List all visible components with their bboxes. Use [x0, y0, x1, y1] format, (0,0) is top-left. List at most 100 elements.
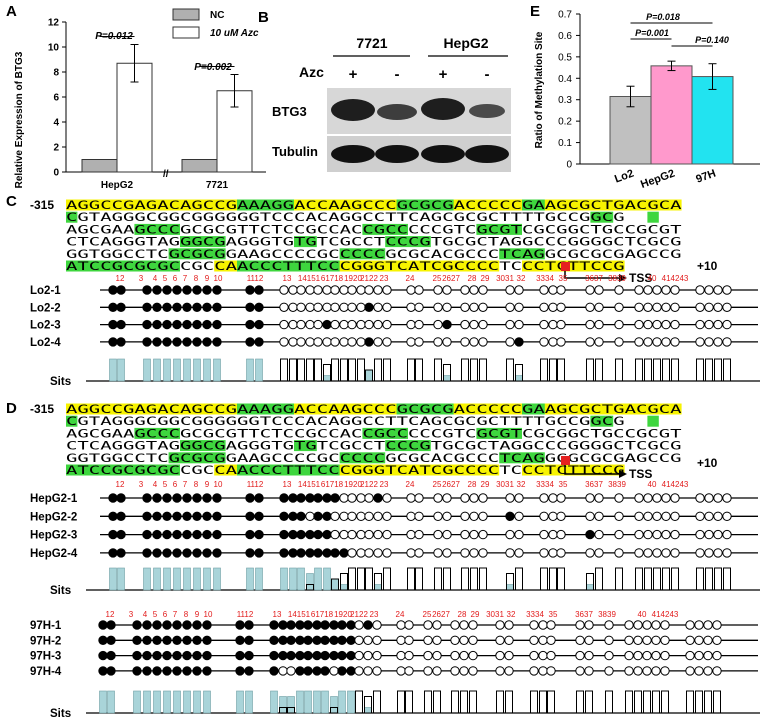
sites-bar-unmethylated	[635, 567, 643, 591]
sites-bar-methylated	[133, 690, 141, 714]
unmethylated-cpg	[372, 650, 382, 661]
blot-sign-4: -	[485, 66, 490, 83]
unmethylated-cpg	[450, 620, 460, 630]
unmethylated-cpg	[505, 285, 515, 295]
methylated-cpg	[296, 511, 306, 521]
unmethylated-cpg	[406, 548, 416, 558]
cpg-site-number: 23	[380, 274, 389, 283]
cpg-site-number: 28	[468, 274, 477, 283]
sequence-line: CTCAGGGTAGGGCGAGGGTGTGTCGCCTCCCGTGCGCTAG…	[66, 439, 682, 453]
unmethylated-cpg	[584, 666, 594, 676]
methylated-cpg	[235, 635, 245, 645]
unmethylated-cpg	[643, 319, 653, 330]
unmethylated-cpg	[694, 635, 704, 645]
unmethylated-cpg	[548, 511, 558, 521]
sites-bar-unmethylated	[705, 567, 713, 591]
panel-a-ylabel: Relative Expression of BTG3	[14, 51, 25, 188]
unmethylated-cpg	[364, 493, 374, 503]
unmethylated-cpg	[442, 302, 452, 312]
unmethylated-cpg	[585, 285, 595, 295]
unmethylated-cpg	[703, 635, 713, 645]
sites-bar-methylated	[443, 375, 451, 382]
unmethylated-cpg	[432, 650, 442, 661]
unmethylated-cpg	[442, 548, 452, 558]
unmethylated-cpg	[670, 319, 680, 330]
unmethylated-cpg	[404, 635, 414, 645]
seq-highlight-green	[237, 403, 294, 415]
methylated-cpg	[303, 650, 313, 661]
cpg-site-number: 5	[163, 480, 168, 489]
sites-bar-unmethylated	[547, 690, 555, 714]
cpg-site-number: 6	[163, 610, 168, 619]
unmethylated-cpg	[713, 302, 723, 312]
methylated-cpg	[235, 650, 245, 661]
unmethylated-cpg	[356, 337, 366, 347]
blot-band-tubulin-2	[375, 145, 419, 163]
methylated-cpg	[142, 493, 152, 503]
unmethylated-cpg	[339, 493, 349, 503]
sites-bar-methylated	[340, 584, 348, 591]
panel-e-x-tick-label: HepG2	[639, 168, 676, 191]
unmethylated-cpg	[722, 285, 732, 295]
methylated-cpg	[172, 548, 182, 558]
methylated-cpg	[373, 493, 383, 503]
sites-bar-unmethylated	[615, 567, 623, 591]
unmethylated-cpg	[469, 319, 479, 330]
panel-e-methylation-ratio-chart: Ratio of Methylation Site 0 0.1 0.2 0.3 0.4 0…	[534, 10, 760, 191]
methylated-cpg	[162, 620, 172, 630]
sites-bar-unmethylated	[661, 690, 669, 714]
unmethylated-cpg	[373, 319, 383, 330]
methylated-cpg	[346, 650, 356, 661]
cpg-site-number: 13	[283, 274, 292, 283]
sample-label: Lo2-4	[30, 337, 61, 349]
methylated-cpg	[182, 285, 192, 295]
unmethylated-cpg	[504, 650, 514, 661]
methylated-cpg	[337, 635, 347, 645]
cpg-site-number: 40	[648, 274, 657, 283]
sites-bar-unmethylated	[397, 690, 405, 714]
methylated-cpg	[116, 548, 126, 558]
cpg-site-number: 3637	[585, 480, 603, 489]
methylated-cpg	[254, 302, 264, 312]
blot-band-btg3-1	[331, 99, 375, 121]
sites-bar-unmethylated	[652, 690, 660, 714]
methylated-cpg	[192, 302, 202, 312]
methylated-cpg	[192, 529, 202, 540]
cpg-site-number: 3637	[575, 610, 593, 619]
sites-bar-unmethylated	[434, 567, 442, 591]
panel-e-pvalue-hepg2-97h: P=0.140	[695, 35, 729, 45]
methylated-cpg	[329, 650, 339, 661]
unmethylated-cpg	[495, 635, 505, 645]
cpg-site-number: 3	[139, 480, 144, 489]
unmethylated-cpg	[478, 529, 488, 540]
cpg-site-number: 1112	[247, 480, 264, 489]
unmethylated-cpg	[347, 548, 357, 558]
unmethylated-cpg	[661, 337, 671, 347]
unmethylated-cpg	[414, 529, 424, 540]
unmethylated-cpg	[406, 302, 416, 312]
unmethylated-cpg	[614, 548, 624, 558]
unmethylated-cpg	[713, 285, 723, 295]
cpg-site-number: 3031	[486, 610, 504, 619]
unmethylated-cpg	[433, 529, 443, 540]
panel-letter-e: E	[530, 3, 540, 20]
unmethylated-cpg	[339, 511, 349, 521]
unmethylated-cpg	[347, 511, 357, 521]
unmethylated-cpg	[329, 666, 339, 676]
unmethylated-cpg	[432, 620, 442, 630]
methylated-cpg	[132, 650, 142, 661]
methylated-cpg	[202, 319, 212, 330]
methylated-cpg	[235, 620, 245, 630]
sites-bar-unmethylated	[576, 690, 584, 714]
sites-bar-methylated	[193, 567, 201, 591]
sites-bar-unmethylated	[586, 358, 594, 382]
unmethylated-cpg	[713, 319, 723, 330]
cpg-site-number: 9	[205, 274, 210, 283]
sites-bar-unmethylated	[415, 567, 423, 591]
methylated-cpg	[116, 302, 126, 312]
bar-a-nc	[181, 159, 218, 173]
sites-bar-methylated	[143, 358, 151, 382]
methylated-cpg	[346, 666, 356, 676]
methylated-cpg	[514, 337, 524, 347]
unmethylated-cpg	[695, 319, 705, 330]
